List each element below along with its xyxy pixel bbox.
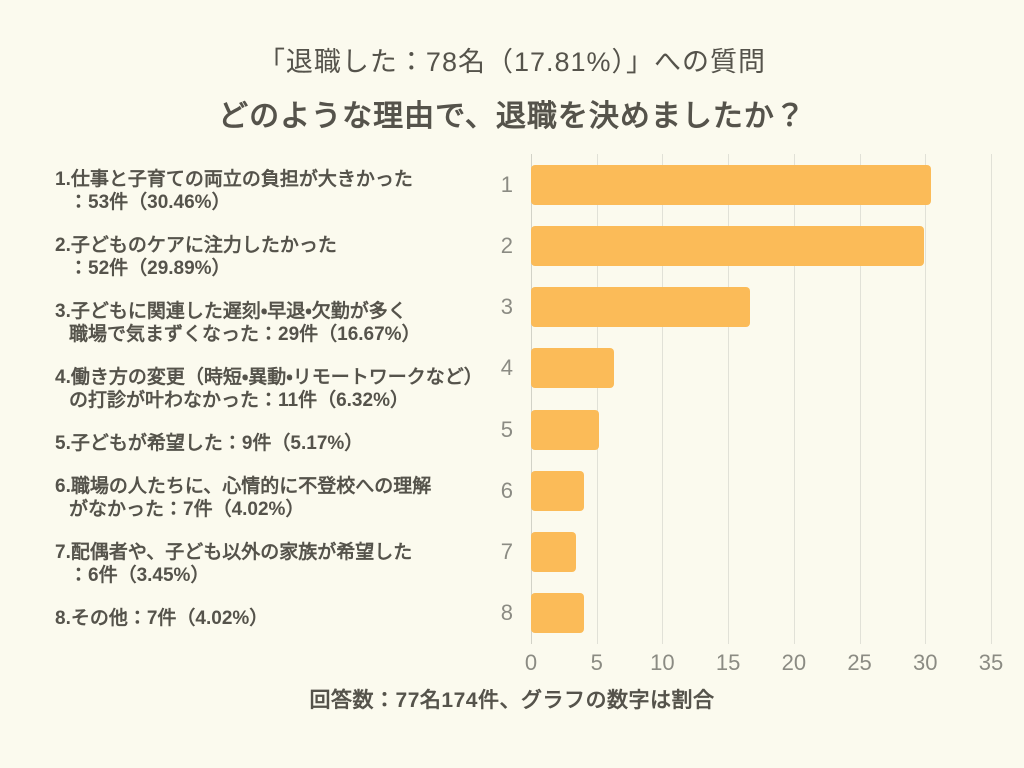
bar-row: 8	[501, 583, 991, 644]
x-tick-label: 20	[781, 650, 807, 675]
gridline	[925, 154, 927, 644]
list-item: 1.仕事と子育ての両立の負担が大きかった ：53件（30.46%）	[55, 168, 495, 214]
category-label: 7	[500, 539, 513, 565]
bar	[531, 225, 924, 266]
plot-area: 1 2 3 4 5 6 7 8	[501, 154, 992, 644]
list-item: 2.子どものケアに注力したかった ：52件（29.89%）	[55, 234, 495, 280]
list-item-text-continued: 職場で気まずくなった：29件（16.67%）	[69, 324, 421, 345]
list-item: 6.職場の人たちに、心情的に不登校への理解 がなかった：7件（4.02%）	[55, 475, 495, 521]
list-item-text: 3.子どもに関連した遅刻・早退・欠勤が多く	[55, 301, 407, 322]
chart-footnote: 回答数：77名174件、グラフの数字は割合	[309, 689, 715, 712]
x-tick-label: 35	[978, 650, 1004, 675]
bar-row: 1	[501, 154, 991, 215]
bar-row: 7	[501, 522, 991, 583]
bar	[531, 409, 599, 450]
list-item: 5.子どもが希望した：9件（5.17%）	[55, 432, 495, 455]
category-label: 5	[500, 416, 513, 442]
x-axis: 0 5 10 15 20 25 30 35	[525, 650, 1003, 682]
gridline	[531, 154, 532, 644]
category-label: 6	[500, 477, 513, 503]
list-item-text-continued: ：6件（3.45%）	[69, 565, 210, 586]
gridline	[991, 154, 992, 644]
x-tick-label: 0	[524, 650, 538, 675]
bar-row: 2	[501, 215, 991, 276]
x-tick-label: 30	[913, 650, 938, 675]
category-label: 8	[500, 600, 513, 626]
list-item-text: 7.配偶者や、子ども以外の家族が希望した	[55, 542, 413, 563]
bar-row: 5	[501, 399, 991, 460]
list-item: 7.配偶者や、子ども以外の家族が希望した ：6件（3.45%）	[55, 541, 495, 587]
page-subtitle: 「退職した：78名（17.81%）」への質問	[257, 47, 767, 77]
bar	[531, 164, 932, 205]
page-title: どのような理由で、退職を決めましたか？	[218, 100, 806, 133]
x-tick-label: 15	[715, 650, 741, 675]
list-item-text: 8.その他：7件（4.02%）	[55, 608, 269, 629]
gridline	[662, 154, 664, 644]
bar	[531, 287, 751, 328]
bar-row: 6	[501, 460, 991, 521]
gridline	[728, 154, 730, 644]
x-tick-label: 10	[650, 650, 675, 675]
gridline	[793, 154, 795, 644]
bar	[531, 593, 584, 634]
category-label: 3	[500, 294, 513, 320]
x-tick-label: 25	[847, 650, 872, 675]
list-item: 8.その他：7件（4.02%）	[55, 607, 495, 630]
bar	[531, 470, 584, 511]
bar-row: 3	[501, 277, 991, 338]
gridline	[596, 154, 598, 644]
list-item-text: 4.働き方の変更（時短・異動・リモートワークなど）	[55, 367, 483, 388]
list-item-text: 2.子どものケアに注力したかった	[55, 235, 337, 256]
gridline	[859, 154, 861, 644]
list-item-text: 5.子どもが希望した：9件（5.17%）	[55, 433, 364, 454]
list-item: 3.子どもに関連した遅刻・早退・欠勤が多く 職場で気まずくなった：29件（16.6…	[55, 300, 495, 346]
list-item: 4.働き方の変更（時短・異動・リモートワークなど） の打診が叶わなかった：11件（…	[55, 366, 495, 412]
list-item-text-continued: ：53件（30.46%）	[69, 192, 231, 213]
list-item-text: 1.仕事と子育ての両立の負担が大きかった	[55, 169, 413, 190]
answer-list: 1.仕事と子育ての両立の負担が大きかった ：53件（30.46%） 2.子どものケア…	[55, 168, 495, 650]
category-label: 1	[500, 171, 513, 197]
bar	[531, 348, 615, 389]
list-item-text-continued: がなかった：7件（4.02%）	[69, 499, 305, 520]
category-label: 4	[500, 355, 513, 381]
header: 「退職した：78名（17.81%）」への質問 どのような理由で、退職を決めました…	[0, 40, 1024, 135]
category-label: 2	[500, 232, 513, 258]
list-item-text-continued: ：52件（29.89%）	[69, 258, 231, 279]
list-item-text: 6.職場の人たちに、心情的に不登校への理解	[55, 476, 432, 497]
bar	[531, 532, 577, 573]
list-item-text-continued: の打診が叶わなかった：11件（6.32%）	[69, 390, 409, 411]
bar-chart: 1 2 3 4 5 6 7 8 0 5 10 15 20 25 30 35	[492, 154, 1003, 684]
bar-row: 4	[501, 338, 991, 399]
x-tick-label: 5	[590, 650, 603, 675]
bar-rows: 1 2 3 4 5 6 7 8	[501, 154, 991, 644]
